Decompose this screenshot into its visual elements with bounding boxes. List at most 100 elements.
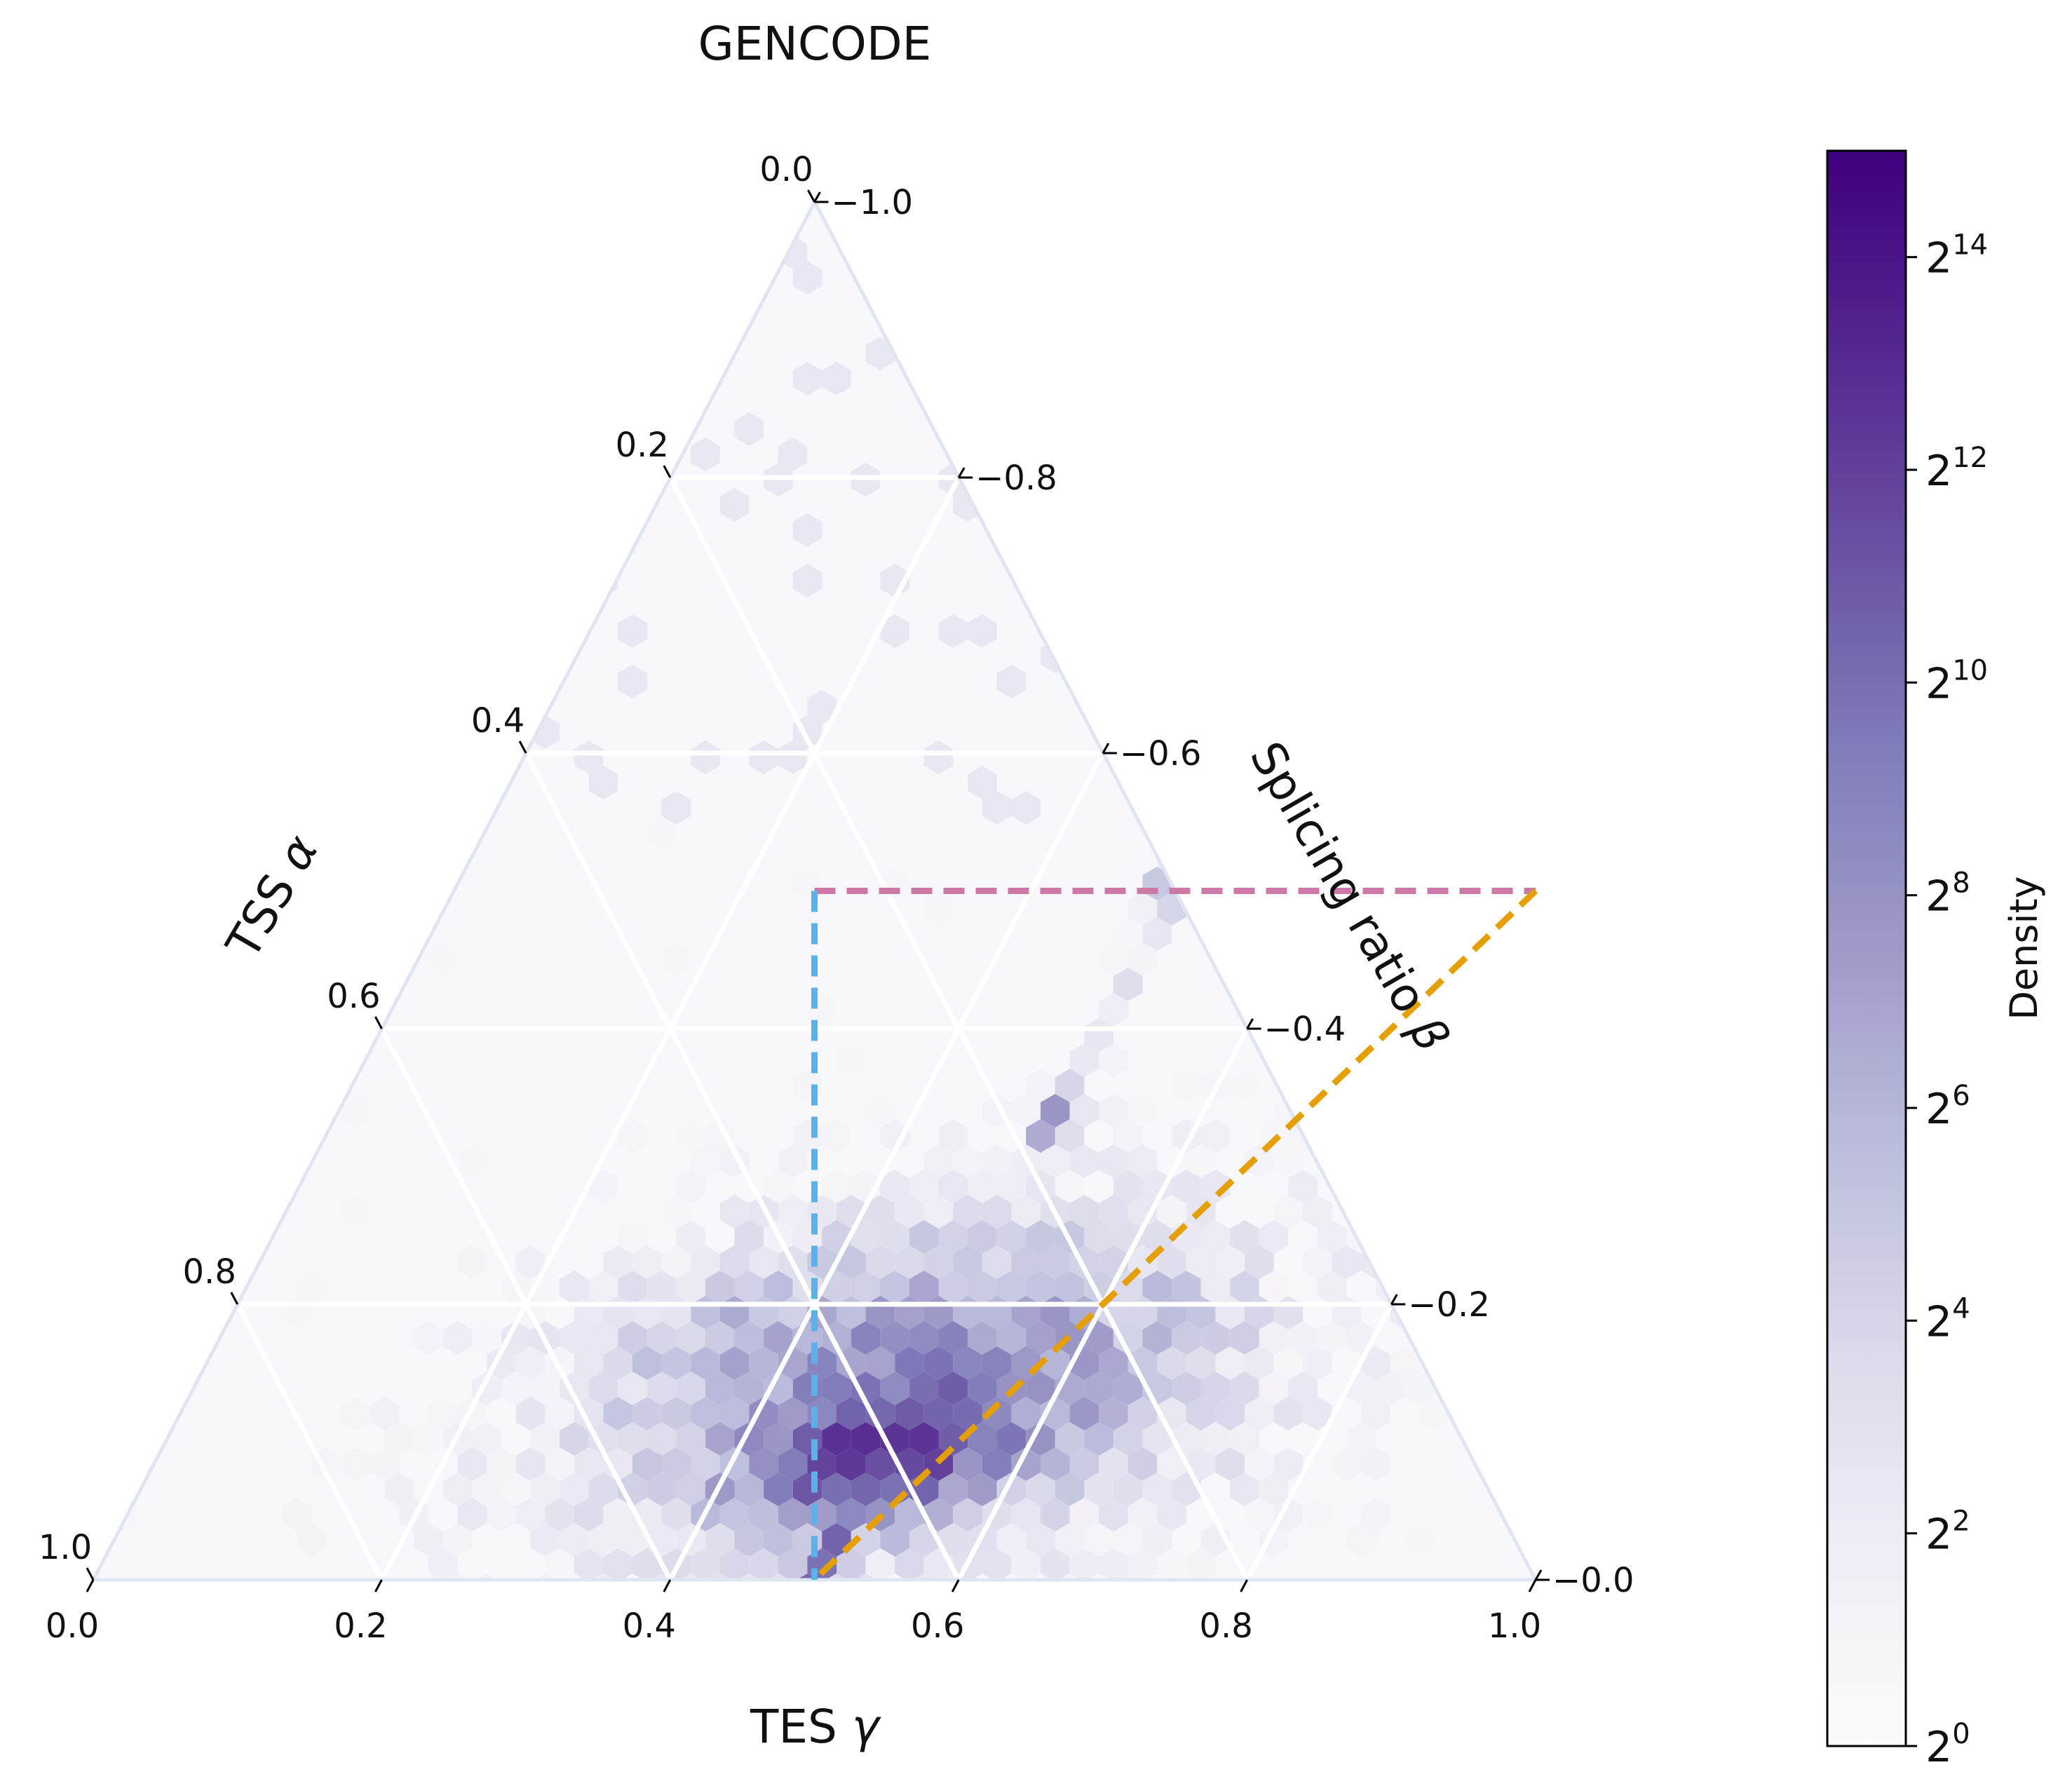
hexbin-cell (457, 1245, 487, 1279)
hexbin-cell (792, 564, 822, 597)
hexbin-cell (749, 1447, 778, 1481)
hexbin-cell (938, 1422, 968, 1456)
hexbin-cell (1026, 1119, 1055, 1153)
hexbin-cell (822, 1422, 851, 1456)
hexbin-cell (1099, 942, 1128, 976)
hexbin-cell (530, 1422, 560, 1456)
left-tick-mark (374, 1016, 383, 1029)
right-tick-label: −1.0 (832, 183, 914, 222)
hexbin-cell (691, 1548, 720, 1580)
hexbin-cell (428, 1397, 458, 1430)
hexbin-cell (792, 362, 822, 395)
hexbin-cell (705, 1119, 735, 1153)
hexbin-cell (938, 1321, 968, 1355)
hexbin-cell (895, 1195, 924, 1229)
hexbin-cell (530, 1473, 560, 1506)
hexbin-cell (691, 1144, 720, 1178)
hexbin-cell (880, 1220, 909, 1254)
left-tick-mark (663, 465, 672, 478)
hexbin-cell (909, 1220, 939, 1254)
hexbin-cell (880, 1271, 909, 1304)
hexbin-cell (1157, 1447, 1186, 1481)
hexbin-cell (764, 1170, 793, 1203)
hexbin-cell (837, 1447, 866, 1481)
hexbin-cell (1099, 1346, 1128, 1380)
hexbin-cell (1157, 1498, 1186, 1531)
hexbin-cell (778, 1144, 808, 1178)
hexbin-cell (1361, 1447, 1390, 1481)
hexbin-cell (1230, 1069, 1259, 1102)
hexbin-cell (1419, 1397, 1449, 1430)
hexbin-cell (749, 1245, 778, 1279)
hexbin-cell (778, 1195, 808, 1229)
hexbin-cell (676, 1473, 705, 1506)
hexbin-cell (1041, 1447, 1070, 1481)
hexbin-cell (822, 1170, 851, 1203)
hexbin-cell (880, 614, 909, 648)
hexbin-cell (1128, 1498, 1158, 1531)
hexbin-cell (1128, 942, 1158, 976)
hexbin-cell (1404, 1372, 1435, 1405)
hexbin-cell (851, 1271, 881, 1304)
hexbin-cell (982, 1346, 1012, 1380)
hexbin-cell (719, 1195, 750, 1229)
hexbin-cell (734, 1271, 764, 1304)
hexbin-cell (968, 1372, 997, 1405)
hexbin-cell (646, 1372, 677, 1405)
hexbin-cell (1069, 1094, 1099, 1128)
hexbin-cell (1317, 1321, 1347, 1355)
hexbin-cell (1055, 1069, 1085, 1102)
hexbin-cell (865, 1447, 895, 1481)
bottom-tick-mark (663, 1579, 672, 1592)
hexbin-cell (1390, 1346, 1420, 1380)
hexbin-cell (457, 1144, 487, 1178)
hexbin-cell (661, 1245, 691, 1279)
left-tick-mark (518, 740, 527, 754)
hexbin-cell (472, 1321, 501, 1355)
hexbin-cell (982, 1447, 1012, 1481)
reference-lines (811, 888, 1538, 1583)
hexbin-cell (778, 1397, 808, 1430)
hexbin-cell (1142, 1170, 1172, 1203)
hexbin-cell (501, 1321, 531, 1355)
hexbin-cell (574, 1447, 604, 1481)
hexbin-cell (1332, 1245, 1362, 1279)
hexbin-cell (837, 1498, 866, 1531)
hexbin-cell (618, 1119, 647, 1153)
hexbin-cell (1200, 1271, 1231, 1304)
hexbin-cell (661, 1397, 691, 1430)
hexbin-cell (1288, 1170, 1318, 1203)
hexbin-cell (691, 1447, 720, 1481)
left-tick-label: 1.0 (39, 1528, 92, 1567)
hexbin-cell (370, 1397, 400, 1430)
hexbin-cell (1273, 1447, 1304, 1481)
hexbin-cell (953, 1346, 982, 1380)
hexbin-cell (734, 412, 764, 446)
hexbin-cell (1172, 1321, 1201, 1355)
hexbin-cell (1084, 1473, 1113, 1506)
hexbin-cell (705, 1321, 735, 1355)
hexbin-cell (530, 1372, 560, 1405)
hexbin-cell (691, 740, 720, 774)
colorbar-tick-label: 20 (1925, 1718, 1970, 1772)
hexbin-cell (1245, 1498, 1274, 1531)
bottom-tick-label: 0.2 (334, 1606, 387, 1646)
hexbin-cell (1200, 1119, 1231, 1153)
hexbin-cell (691, 1245, 720, 1279)
hexbin-cell (1026, 1372, 1055, 1405)
hexbin-cell (588, 766, 618, 799)
hexbin-cell (1361, 1498, 1390, 1531)
hexbin-cell (1361, 1346, 1390, 1380)
hexbin-cell (487, 1498, 516, 1531)
hexbin-cell (837, 1043, 866, 1077)
hexbin-cell (1128, 1094, 1158, 1128)
hexbin-cell (530, 1523, 560, 1557)
hexbin-cell (880, 1523, 909, 1557)
hexbin-cell (618, 614, 647, 648)
hexbin-cell (719, 1498, 750, 1531)
hexbin-cell (953, 1144, 982, 1178)
hexbin-cell (603, 1245, 632, 1279)
hexbin-cell (603, 1346, 632, 1380)
hexbin-cell (1142, 1271, 1172, 1304)
hexbin-cell (851, 1422, 881, 1456)
